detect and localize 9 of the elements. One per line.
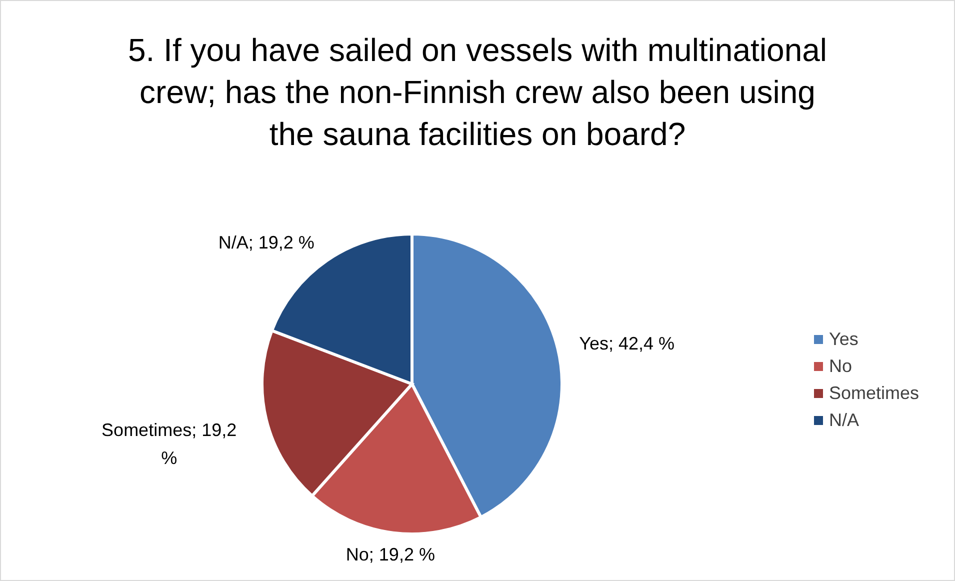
data-label: Yes; 42,4 %: [579, 333, 675, 354]
data-label: N/A; 19,2 %: [218, 232, 314, 252]
legend-label: Yes: [829, 328, 858, 351]
legend-label: No: [829, 355, 852, 378]
data-label: Sometimes; 19,2 %: [102, 420, 237, 468]
legend-label: N/A: [829, 409, 860, 432]
chart-title: 5. If you have sailed on vessels with multinational crew; has the non-Finnish crew also been using the sauna facilities on board?: [126, 31, 828, 154]
data-label: No; 19,2 %: [346, 544, 435, 565]
legend-label: Sometimes: [829, 382, 920, 405]
